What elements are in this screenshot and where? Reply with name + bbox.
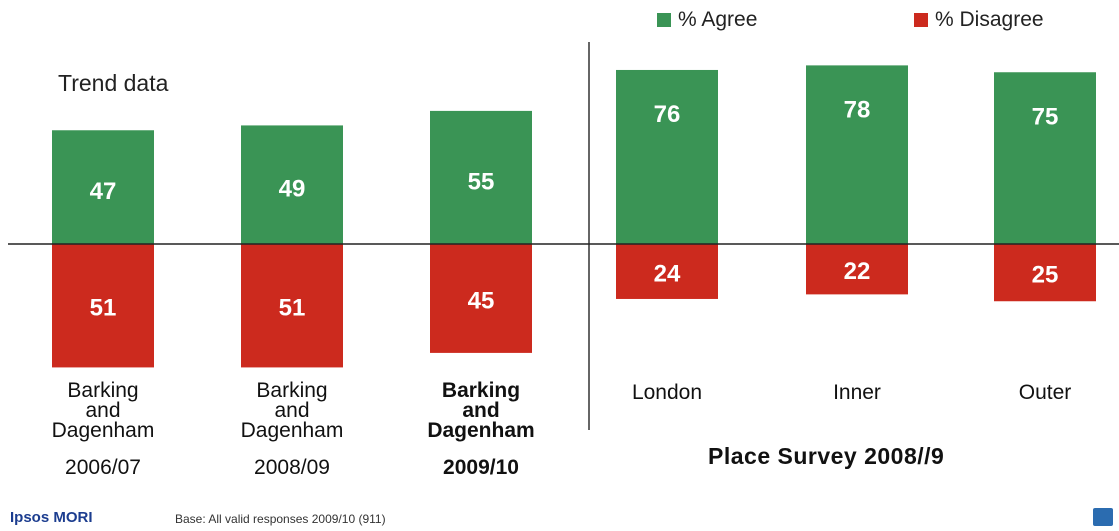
- bar-agree-4: [806, 65, 908, 244]
- ipsos-mori-logo: Ipsos MORI: [10, 509, 93, 526]
- legend-agree: % Agree: [657, 8, 757, 32]
- bar-agree-3: [616, 69, 718, 245]
- agree-swatch: [657, 13, 671, 27]
- category-label-1-0: Barking: [256, 379, 327, 402]
- category-label-3: London: [632, 381, 702, 404]
- category-label-2-2: Dagenham: [427, 419, 534, 442]
- bar-disagree-1: [241, 244, 343, 368]
- ipsos-corner-logo-icon: [1093, 508, 1113, 526]
- category-label-4: Inner: [833, 381, 881, 404]
- category-label-0-1: and: [85, 399, 120, 422]
- trend-data-label: Trend data: [58, 70, 169, 96]
- category-label-2-0: Barking: [442, 379, 520, 402]
- label-disagree-3: 24: [654, 260, 681, 287]
- base-note: Base: All valid responses 2009/10 (911): [175, 512, 386, 526]
- label-disagree-4: 22: [844, 258, 871, 285]
- category-year-0: 2006/07: [65, 456, 141, 479]
- label-agree-5: 75: [1032, 103, 1059, 130]
- label-disagree-5: 25: [1032, 262, 1059, 289]
- bar-disagree-0: [52, 244, 154, 368]
- bar-agree-2: [430, 110, 532, 245]
- label-disagree-0: 51: [90, 295, 117, 322]
- legend-agree-label: % Agree: [678, 8, 758, 31]
- bar-disagree-4: [806, 244, 908, 295]
- category-year-2: 2009/10: [443, 456, 519, 479]
- bar-disagree-5: [994, 244, 1096, 302]
- bar-agree-0: [52, 130, 154, 244]
- category-year-1: 2008/09: [254, 456, 330, 479]
- bar-agree-5: [994, 72, 1096, 244]
- category-label-5: Outer: [1019, 381, 1072, 404]
- category-label-1-1: and: [274, 399, 309, 422]
- legend-disagree-label: % Disagree: [935, 8, 1044, 31]
- bar-disagree-3: [616, 244, 718, 299]
- category-label-0-0: Barking: [67, 379, 138, 402]
- bar-disagree-2: [430, 244, 532, 353]
- category-label-0-2: Dagenham: [52, 419, 155, 442]
- label-agree-1: 49: [279, 176, 306, 203]
- label-agree-2: 55: [468, 168, 495, 195]
- disagree-swatch: [914, 13, 928, 27]
- place-survey-label: Place Survey 2008//9: [708, 443, 945, 469]
- label-agree-4: 78: [844, 96, 871, 123]
- category-label-1-2: Dagenham: [241, 419, 344, 442]
- label-disagree-2: 45: [468, 287, 495, 314]
- label-agree-3: 76: [654, 101, 681, 128]
- category-label-2-1: and: [462, 399, 499, 422]
- bar-agree-1: [241, 125, 343, 244]
- label-agree-0: 47: [90, 178, 117, 205]
- label-disagree-1: 51: [279, 295, 306, 322]
- legend-disagree: % Disagree: [914, 8, 1044, 32]
